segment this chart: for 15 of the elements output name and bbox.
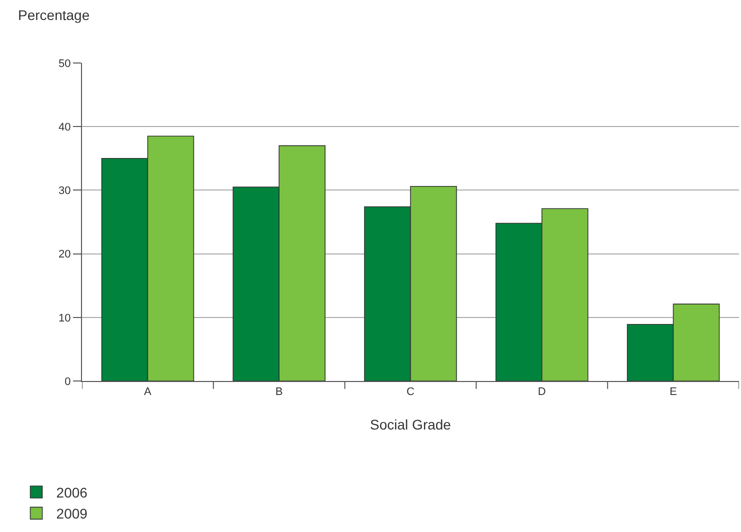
x-tick-label: E bbox=[670, 386, 677, 398]
x-axis-title: Social Grade bbox=[370, 416, 452, 432]
x-tick-label: D bbox=[538, 386, 546, 398]
y-tick-label: 0 bbox=[64, 376, 71, 388]
y-tick-label: 30 bbox=[58, 185, 71, 198]
x-tick-label: A bbox=[144, 386, 152, 398]
y-tick-label: 40 bbox=[58, 121, 71, 134]
y-tick-label: 50 bbox=[58, 58, 71, 70]
x-tick-label: B bbox=[275, 386, 283, 398]
y-tick-label: 10 bbox=[58, 312, 71, 324]
legend-label: 2009 bbox=[56, 506, 88, 522]
legend-label: 2006 bbox=[56, 484, 88, 500]
y-tick-label: 20 bbox=[58, 248, 71, 261]
x-tick-label: C bbox=[406, 386, 415, 398]
y-axis-title: Percentage bbox=[18, 7, 90, 23]
